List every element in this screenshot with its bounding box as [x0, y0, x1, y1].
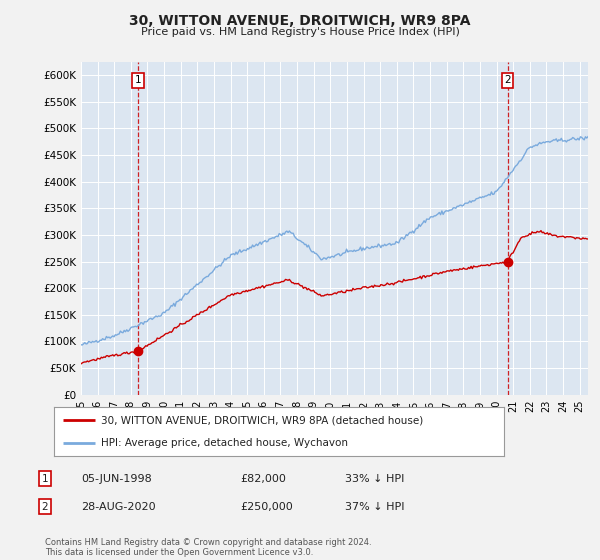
Text: 33% ↓ HPI: 33% ↓ HPI [345, 474, 404, 484]
Text: 2: 2 [41, 502, 49, 512]
Text: 30, WITTON AVENUE, DROITWICH, WR9 8PA (detached house): 30, WITTON AVENUE, DROITWICH, WR9 8PA (d… [101, 416, 424, 426]
Text: HPI: Average price, detached house, Wychavon: HPI: Average price, detached house, Wych… [101, 438, 348, 448]
Text: Contains HM Land Registry data © Crown copyright and database right 2024.
This d: Contains HM Land Registry data © Crown c… [45, 538, 371, 557]
Text: 37% ↓ HPI: 37% ↓ HPI [345, 502, 404, 512]
Text: £250,000: £250,000 [240, 502, 293, 512]
Text: Price paid vs. HM Land Registry's House Price Index (HPI): Price paid vs. HM Land Registry's House … [140, 27, 460, 37]
Text: 30, WITTON AVENUE, DROITWICH, WR9 8PA: 30, WITTON AVENUE, DROITWICH, WR9 8PA [129, 14, 471, 28]
Text: 05-JUN-1998: 05-JUN-1998 [81, 474, 152, 484]
Text: 2: 2 [504, 75, 511, 85]
Text: 28-AUG-2020: 28-AUG-2020 [81, 502, 155, 512]
Text: 1: 1 [41, 474, 49, 484]
Text: £82,000: £82,000 [240, 474, 286, 484]
Text: 1: 1 [135, 75, 142, 85]
